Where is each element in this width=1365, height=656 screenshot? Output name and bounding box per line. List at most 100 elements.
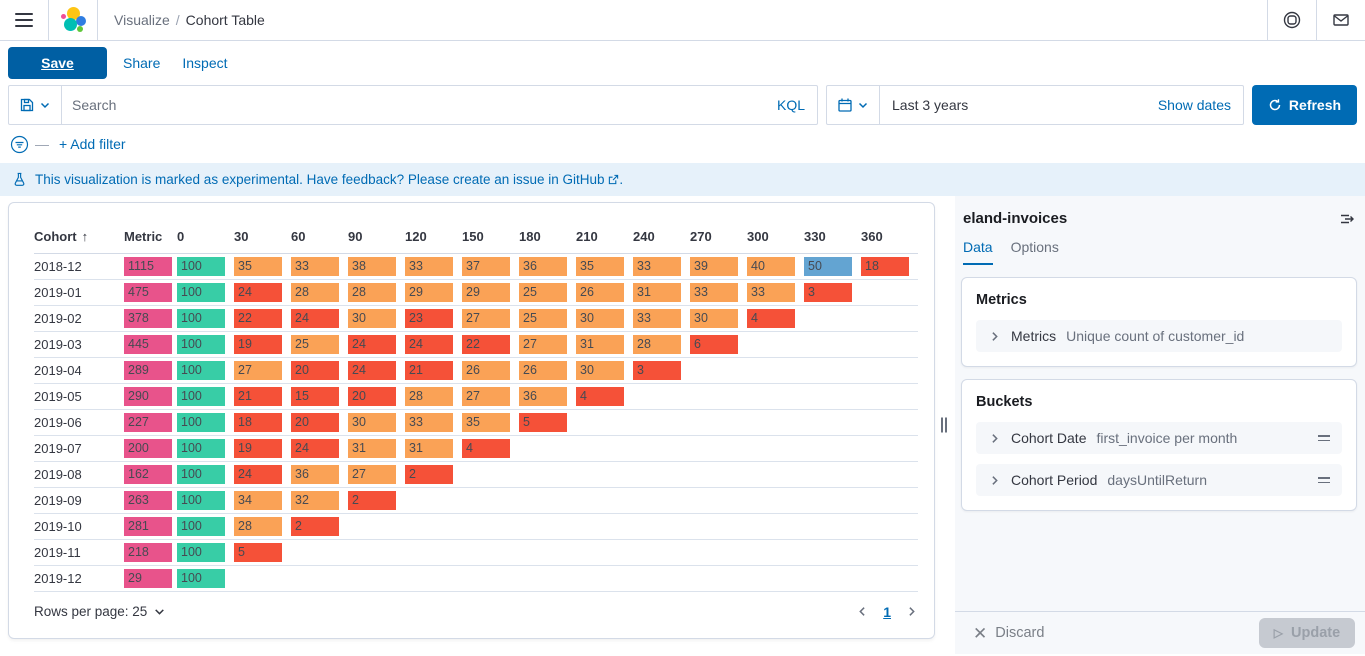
envelope-icon bbox=[1333, 14, 1349, 26]
cohort-label: 2019-02 bbox=[34, 305, 124, 332]
cohort-label: 2019-11 bbox=[34, 539, 124, 566]
calendar-icon bbox=[838, 98, 852, 112]
metrics-card: Metrics Metrics Unique count of customer… bbox=[961, 277, 1357, 367]
column-header-360[interactable]: 360 bbox=[861, 221, 918, 254]
period-bar: 18 bbox=[861, 256, 909, 276]
table-row: 2019-08 162 100 24 36 27 2 bbox=[34, 461, 918, 488]
period-bar: 2 bbox=[405, 464, 453, 484]
show-dates-button[interactable]: Show dates bbox=[1157, 97, 1231, 113]
cohort-label: 2019-07 bbox=[34, 435, 124, 462]
saved-query-menu-button[interactable] bbox=[9, 86, 62, 124]
editor-sidebar: eland-invoices Data Options Metrics Metr… bbox=[955, 196, 1365, 654]
page-number-1[interactable]: 1 bbox=[883, 603, 891, 620]
bucket-row-cohort-date[interactable]: Cohort Date first_invoice per month bbox=[976, 422, 1342, 454]
beaker-icon bbox=[14, 172, 25, 186]
period-bar: 40 bbox=[747, 256, 795, 276]
deployment-icon bbox=[1283, 11, 1301, 29]
refresh-button[interactable]: Refresh bbox=[1252, 85, 1357, 125]
cohort-visualization-panel: Cohort ↑ Metric 0 30 60 90 120 150 180 210 240 270 30… bbox=[8, 202, 935, 639]
breadcrumb: Visualize / Cohort Table bbox=[114, 12, 265, 28]
period-bar: 18 bbox=[234, 412, 282, 432]
newsfeed-button[interactable] bbox=[1317, 0, 1365, 40]
panel-resize-handle[interactable] bbox=[941, 417, 947, 433]
period-bar: 4 bbox=[576, 386, 624, 406]
column-header-300[interactable]: 300 bbox=[747, 221, 804, 254]
period-bar: 24 bbox=[291, 438, 339, 458]
column-header-330[interactable]: 330 bbox=[804, 221, 861, 254]
collapse-sidebar-button[interactable] bbox=[1339, 211, 1355, 227]
period-bar: 33 bbox=[633, 308, 681, 328]
chevron-left-icon bbox=[859, 607, 865, 616]
update-button[interactable]: ▷ Update bbox=[1259, 618, 1355, 648]
period-bar: 15 bbox=[291, 386, 339, 406]
share-button[interactable]: Share bbox=[123, 55, 161, 71]
column-header-120[interactable]: 120 bbox=[405, 221, 462, 254]
period-bar: 27 bbox=[462, 308, 510, 328]
drag-handle-icon[interactable] bbox=[1318, 473, 1330, 487]
period-bar: 29 bbox=[462, 282, 510, 302]
search-input[interactable] bbox=[62, 97, 765, 113]
column-header-cohort[interactable]: Cohort ↑ bbox=[34, 221, 124, 254]
column-header-60[interactable]: 60 bbox=[291, 221, 348, 254]
metric-bar: 290 bbox=[124, 386, 172, 406]
github-link[interactable]: GitHub bbox=[562, 172, 605, 187]
period-bar: 100 bbox=[177, 308, 225, 328]
table-row: 2018-12 1115 100 35 33 38 33 37 36 35 33 39 40 50 18 bbox=[34, 253, 918, 280]
metric-bar: 475 bbox=[124, 282, 172, 302]
column-header-0[interactable]: 0 bbox=[177, 221, 234, 254]
column-header-90[interactable]: 90 bbox=[348, 221, 405, 254]
table-row: 2019-10 281 100 28 2 bbox=[34, 513, 918, 540]
column-header-30[interactable]: 30 bbox=[234, 221, 291, 254]
deployment-button[interactable] bbox=[1268, 0, 1316, 40]
period-bar: 33 bbox=[633, 256, 681, 276]
kql-button[interactable]: KQL bbox=[776, 97, 805, 113]
period-bar: 23 bbox=[405, 308, 453, 328]
metric-row-unique-count[interactable]: Metrics Unique count of customer_id bbox=[976, 320, 1342, 352]
column-header-210[interactable]: 210 bbox=[576, 221, 633, 254]
period-bar: 31 bbox=[348, 438, 396, 458]
bucket-row-cohort-period[interactable]: Cohort Period daysUntilReturn bbox=[976, 464, 1342, 496]
drag-handle-icon[interactable] bbox=[1318, 431, 1330, 445]
rows-per-page-button[interactable]: Rows per page: 25 bbox=[34, 604, 166, 619]
column-header-240[interactable]: 240 bbox=[633, 221, 690, 254]
period-bar: 20 bbox=[291, 412, 339, 432]
table-row: 2019-05 290 100 21 15 20 28 27 36 4 bbox=[34, 383, 918, 410]
column-header-270[interactable]: 270 bbox=[690, 221, 747, 254]
period-bar: 33 bbox=[690, 282, 738, 302]
table-row: 2019-12 29 100 bbox=[34, 565, 918, 592]
inspect-button[interactable]: Inspect bbox=[182, 55, 228, 71]
period-bar: 20 bbox=[348, 386, 396, 406]
tab-data[interactable]: Data bbox=[963, 239, 993, 265]
period-bar: 24 bbox=[291, 308, 339, 328]
period-bar: 24 bbox=[234, 282, 282, 302]
period-bar: 25 bbox=[519, 308, 567, 328]
table-row: 2019-04 289 100 27 20 24 21 26 26 30 3 bbox=[34, 357, 918, 384]
next-page-button[interactable] bbox=[905, 605, 918, 618]
discard-button[interactable]: ✕ Discard bbox=[973, 623, 1045, 643]
metrics-heading: Metrics bbox=[976, 292, 1027, 308]
breadcrumb-visualize[interactable]: Visualize bbox=[114, 12, 170, 28]
home-logo-button[interactable] bbox=[49, 0, 97, 40]
column-header-150[interactable]: 150 bbox=[462, 221, 519, 254]
experimental-banner: This visualization is marked as experime… bbox=[0, 163, 1365, 196]
period-bar: 4 bbox=[747, 308, 795, 328]
menu-button[interactable] bbox=[0, 0, 48, 40]
period-bar: 24 bbox=[348, 360, 396, 380]
date-quick-menu-button[interactable] bbox=[827, 86, 880, 124]
period-bar: 20 bbox=[291, 360, 339, 380]
content-area: Cohort ↑ Metric 0 30 60 90 120 150 180 210 240 270 30… bbox=[0, 196, 1365, 654]
chevron-right-icon bbox=[988, 330, 1001, 343]
chevron-down-icon bbox=[858, 102, 868, 109]
save-button[interactable]: Save bbox=[8, 47, 107, 79]
period-bar: 28 bbox=[405, 386, 453, 406]
divider bbox=[48, 0, 49, 40]
period-bar: 100 bbox=[177, 490, 225, 510]
column-header-metric[interactable]: Metric bbox=[124, 221, 177, 254]
sidebar-footer: ✕ Discard ▷ Update bbox=[955, 611, 1365, 654]
time-range-value[interactable]: Last 3 years bbox=[892, 97, 969, 113]
column-header-180[interactable]: 180 bbox=[519, 221, 576, 254]
add-filter-button[interactable]: + Add filter bbox=[59, 136, 126, 152]
previous-page-button[interactable] bbox=[856, 605, 869, 618]
tab-options[interactable]: Options bbox=[1010, 239, 1059, 255]
filter-menu-icon[interactable] bbox=[10, 135, 29, 154]
